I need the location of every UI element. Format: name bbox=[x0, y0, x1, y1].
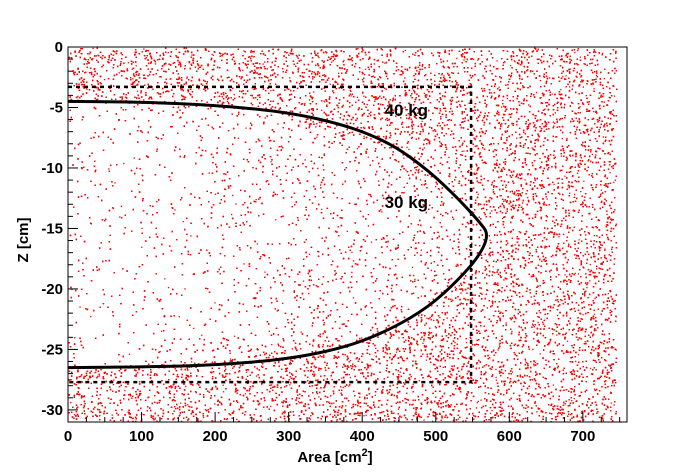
y-tick-label: 0 bbox=[55, 39, 63, 56]
x-axis-title-main: Area [cm bbox=[297, 449, 361, 466]
x-tick-label: 0 bbox=[64, 428, 72, 445]
x-tick-label: 500 bbox=[423, 428, 448, 445]
y-tick-label: -10 bbox=[41, 160, 63, 177]
scatter-points bbox=[68, 47, 618, 423]
plot-frame bbox=[67, 46, 628, 423]
y-tick-label: -30 bbox=[41, 402, 63, 419]
boundary-40kg-dashed bbox=[68, 85, 473, 384]
x-tick-label: 100 bbox=[129, 428, 154, 445]
y-axis: 0 -5 -10 -15 -20 -25 -30 bbox=[41, 39, 78, 423]
x-axis-title: Area [cm2] bbox=[297, 447, 372, 466]
x-axis-title-end: ] bbox=[368, 449, 373, 466]
x-tick-label: 700 bbox=[570, 428, 595, 445]
x-tick-label: 600 bbox=[497, 428, 522, 445]
x-axis: 0 100 200 300 400 500 600 700 bbox=[64, 412, 621, 445]
y-tick-label: -25 bbox=[41, 341, 63, 358]
annotation-30kg: 30 kg bbox=[385, 193, 428, 212]
annotation-40kg: 40 kg bbox=[385, 101, 428, 120]
y-tick-label: -5 bbox=[50, 99, 63, 116]
y-tick-label: -15 bbox=[41, 220, 63, 237]
x-tick-label: 300 bbox=[276, 428, 301, 445]
x-axis-title-sup: 2 bbox=[362, 447, 368, 459]
y-tick-label: -20 bbox=[41, 281, 63, 298]
y-axis-title: Z [cm] bbox=[15, 217, 32, 262]
overlay-layer bbox=[67, 85, 488, 384]
x-tick-label: 200 bbox=[203, 428, 228, 445]
scatter-point-cluster bbox=[68, 47, 618, 423]
boundary-30kg-curve bbox=[67, 99, 488, 370]
x-tick-label: 400 bbox=[350, 428, 375, 445]
